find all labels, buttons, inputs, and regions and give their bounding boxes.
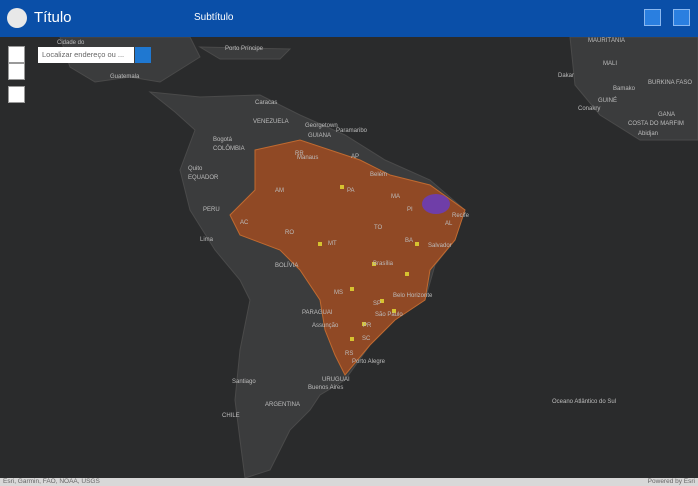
map-label: Porto Príncipe — [225, 46, 264, 52]
map-label: GANA — [658, 112, 675, 118]
map-label: Bogotá — [213, 137, 233, 143]
map-label: AC — [240, 220, 249, 226]
map-label: Abidjan — [638, 131, 658, 137]
map-label: TO — [374, 225, 383, 231]
title: Título — [34, 9, 72, 26]
footer: Esri, Garmin, FAO, NOAA, USGS Powered by… — [0, 478, 698, 486]
map-label: Porto Alegre — [352, 359, 386, 365]
map-label: VENEZUELA — [253, 119, 289, 125]
map-label: Belém — [370, 172, 387, 178]
map-label: Conakry — [578, 106, 600, 112]
home[interactable] — [8, 86, 25, 103]
zoom-out[interactable] — [8, 63, 25, 80]
map-label: Caracas — [255, 100, 277, 106]
logo — [7, 8, 27, 28]
map-label: BOLÍVIA — [275, 262, 298, 269]
map-label: PERU — [203, 207, 220, 213]
map-label: MALI — [603, 61, 617, 67]
map-label: AP — [351, 154, 359, 160]
map-label: SP — [373, 301, 381, 307]
map-label: AL — [445, 221, 453, 227]
map-label: RO — [285, 230, 294, 236]
subtitle: Subtítulo — [194, 12, 234, 23]
map-label: PARAGUAI — [302, 310, 333, 316]
map-label: MS — [334, 290, 343, 296]
legend-button[interactable] — [673, 9, 690, 26]
map-label: Assunção — [312, 323, 339, 329]
map-label: MAURITÂNIA — [588, 37, 625, 44]
map-label: Belo Horizonte — [393, 293, 433, 299]
hotspot — [422, 194, 450, 214]
search-box[interactable]: Localizar endereço ou ... — [38, 47, 134, 63]
map-label: ARGENTINA — [265, 402, 300, 408]
powered-by: Powered by Esri — [647, 478, 695, 485]
map-label: PA — [347, 188, 355, 194]
map-label: MT — [328, 241, 337, 247]
brazil-overlay — [229, 139, 466, 376]
map-label: Quito — [188, 166, 203, 172]
map-label: Oceano Atlântico do Sul — [552, 399, 616, 405]
map-label: Recife — [452, 213, 470, 219]
map-label: EQUADOR — [188, 175, 219, 181]
search-button[interactable] — [135, 47, 151, 63]
map-label: GUINÉ — [598, 97, 617, 104]
map-label: RS — [345, 351, 353, 357]
map-label: MA — [391, 194, 400, 200]
map-label: Salvador — [428, 243, 452, 249]
layers-button[interactable] — [644, 9, 661, 26]
map-label: SC — [362, 336, 371, 342]
zoom-in[interactable] — [8, 46, 25, 63]
map-label: Cidade do — [57, 40, 85, 46]
map-label: GUIANA — [308, 133, 331, 139]
map-label: Georgetown — [305, 123, 338, 129]
map-label: Guatemala — [110, 74, 140, 80]
map-label: URUGUAI — [322, 377, 350, 383]
map-label: AM — [275, 188, 284, 194]
map-label: Manaus — [297, 155, 318, 161]
map-label: BA — [405, 238, 413, 244]
points — [318, 185, 419, 341]
map-label: RR — [295, 151, 304, 157]
map-label: Dakar — [558, 73, 574, 79]
attribution: Esri, Garmin, FAO, NOAA, USGS — [3, 478, 100, 485]
map[interactable]: Cidade do Porto Príncipe Guatemala Caracas V… — [0, 37, 698, 478]
map-label: PI — [407, 207, 413, 213]
map-label: CHILE — [222, 413, 240, 419]
map-label: Santiago — [232, 379, 256, 385]
map-label: BURKINA FASO — [648, 80, 692, 86]
map-label: COSTA DO MARFIM — [628, 121, 684, 127]
map-label: COLÔMBIA — [213, 145, 245, 152]
header: Título Subtítulo — [0, 0, 698, 37]
map-label: PR — [363, 323, 372, 329]
map-label: São Paulo — [375, 312, 403, 318]
map-label: Brasília — [373, 261, 394, 267]
map-label: Paramaribo — [336, 128, 368, 134]
map-label: Lima — [200, 237, 214, 243]
map-label: Bamako — [613, 86, 636, 92]
map-label: Buenos Aires — [308, 385, 343, 391]
